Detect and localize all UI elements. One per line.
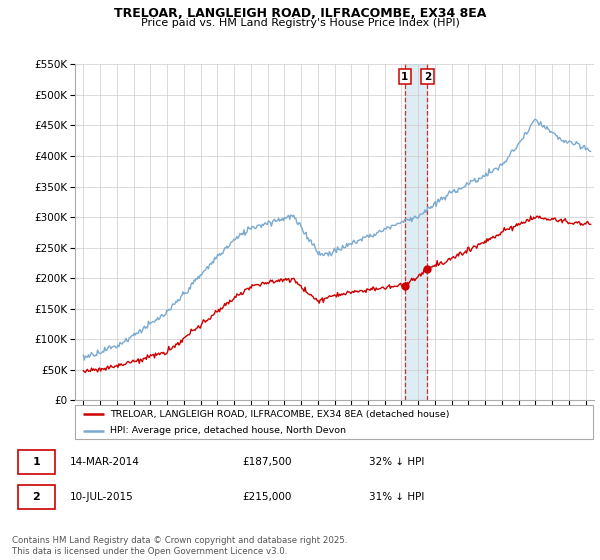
Bar [405, 64, 427, 400]
Text: 14-MAR-2014: 14-MAR-2014 [70, 457, 139, 467]
Text: 31% ↓ HPI: 31% ↓ HPI [369, 492, 424, 502]
Text: 10-JUL-2015: 10-JUL-2015 [70, 492, 133, 502]
Text: Contains HM Land Registry data © Crown copyright and database right 2025.
This d: Contains HM Land Registry data © Crown c… [12, 536, 347, 556]
Text: Price paid vs. HM Land Registry's House Price Index (HPI): Price paid vs. HM Land Registry's House … [140, 18, 460, 28]
Text: TRELOAR, LANGLEIGH ROAD, ILFRACOMBE, EX34 8EA (detached house): TRELOAR, LANGLEIGH ROAD, ILFRACOMBE, EX3… [110, 410, 450, 419]
Text: £187,500: £187,500 [242, 457, 292, 467]
Text: TRELOAR, LANGLEIGH ROAD, ILFRACOMBE, EX34 8EA: TRELOAR, LANGLEIGH ROAD, ILFRACOMBE, EX3… [114, 7, 486, 20]
Text: 32% ↓ HPI: 32% ↓ HPI [369, 457, 424, 467]
Text: 1: 1 [401, 72, 409, 82]
FancyBboxPatch shape [18, 484, 55, 509]
Text: 2: 2 [424, 72, 431, 82]
FancyBboxPatch shape [18, 450, 55, 474]
Text: 1: 1 [32, 457, 40, 467]
Text: 2: 2 [32, 492, 40, 502]
FancyBboxPatch shape [75, 405, 593, 439]
Text: £215,000: £215,000 [242, 492, 292, 502]
Text: HPI: Average price, detached house, North Devon: HPI: Average price, detached house, Nort… [110, 426, 346, 435]
